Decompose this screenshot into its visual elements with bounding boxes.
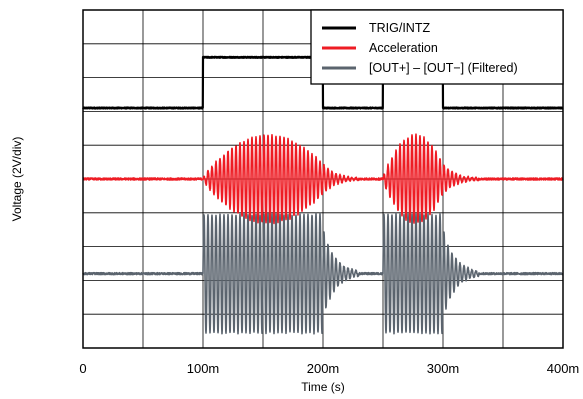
series-line-output (82, 212, 564, 335)
legend-label-acceleration: Acceleration (369, 41, 438, 55)
legend: TRIG/INTZ Acceleration [OUT+] – [OUT−] (… (310, 9, 564, 85)
plot-traces (82, 55, 564, 335)
legend-label-output: [OUT+] – [OUT−] (Filtered) (369, 61, 518, 75)
x-axis-ticks: 0 100m 200m 300m 400m (79, 361, 579, 376)
x-tick-label: 300m (427, 361, 460, 376)
x-tick-label: 200m (307, 361, 340, 376)
series-line-acceleration (82, 133, 564, 225)
x-tick-label: 0 (79, 361, 86, 376)
x-tick-label: 400m (547, 361, 580, 376)
x-axis-label: Time (s) (301, 380, 345, 394)
legend-label-trig: TRIG/INTZ (369, 21, 430, 35)
y-axis-label: Voltage (2V/div) (10, 137, 24, 222)
x-tick-label: 100m (187, 361, 220, 376)
series-line-trig (82, 55, 564, 110)
